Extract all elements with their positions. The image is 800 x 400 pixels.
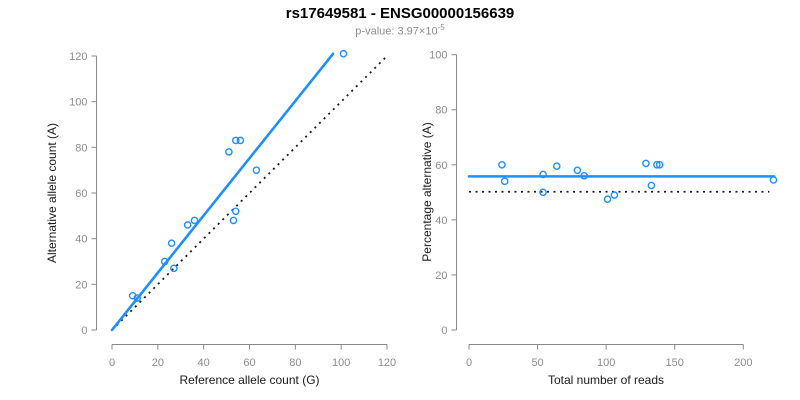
x-tick-label: 20 xyxy=(152,357,164,369)
data-point xyxy=(500,177,509,186)
data-point xyxy=(236,136,245,145)
y-tick-label: 80 xyxy=(75,142,87,154)
y-tick-label: 20 xyxy=(435,270,447,282)
y-tick-label: 0 xyxy=(441,325,447,337)
y-axis-title: Alternative allele count (A) xyxy=(45,123,59,263)
data-point xyxy=(231,207,240,216)
data-point xyxy=(160,257,169,266)
y-tick-label: 60 xyxy=(435,160,447,172)
x-tick-label: 60 xyxy=(243,357,255,369)
data-point xyxy=(231,136,240,145)
p-value-exponent: -5 xyxy=(437,23,445,32)
x-tick-label: 0 xyxy=(109,357,115,369)
x-tick-label: 100 xyxy=(332,357,350,369)
plot-title: rs17649581 - ENSG00000156639 xyxy=(285,5,515,22)
p-value-subtitle: p-value: 3.97×10-5 xyxy=(0,23,800,38)
x-tick-label: 80 xyxy=(289,357,301,369)
data-point xyxy=(225,148,233,156)
identity-reference-line xyxy=(111,55,388,331)
data-point xyxy=(539,170,547,179)
data-point xyxy=(252,166,261,174)
data-point xyxy=(552,162,561,170)
data-point xyxy=(580,172,589,180)
data-point xyxy=(190,216,199,225)
x-tick-label: 50 xyxy=(531,357,543,369)
data-point xyxy=(539,188,547,197)
x-axis-title: Total number of reads xyxy=(548,373,664,387)
y-tick-label: 100 xyxy=(69,97,87,109)
y-tick-label: 60 xyxy=(75,188,87,200)
y-tick-label: 0 xyxy=(81,325,87,337)
x-tick-label: 120 xyxy=(378,357,396,369)
x-tick-label: 200 xyxy=(734,357,752,369)
x-tick-label: 100 xyxy=(597,357,615,369)
data-point xyxy=(229,216,238,225)
x-tick-label: 0 xyxy=(466,357,472,369)
y-tick-label: 80 xyxy=(435,105,447,117)
x-tick-label: 40 xyxy=(198,357,210,369)
data-point xyxy=(183,221,192,229)
y-axis-title: Percentage alternative (A) xyxy=(420,122,434,261)
data-point xyxy=(769,176,778,184)
y-tick-label: 100 xyxy=(429,50,447,62)
data-point xyxy=(339,49,348,58)
data-point xyxy=(133,294,142,302)
y-tick-label: 40 xyxy=(75,234,87,246)
y-tick-label: 20 xyxy=(75,279,87,291)
y-tick-label: 40 xyxy=(435,215,447,227)
data-point xyxy=(170,264,178,273)
data-point xyxy=(573,166,582,175)
x-tick-label: 150 xyxy=(666,357,684,369)
data-point xyxy=(653,161,661,169)
regression-line xyxy=(110,52,335,332)
y-tick-label: 120 xyxy=(69,51,87,63)
data-point xyxy=(655,161,664,169)
p-value-text: p-value: 3.97×10 xyxy=(355,25,438,38)
data-point xyxy=(647,181,656,190)
data-point xyxy=(498,161,506,169)
data-point xyxy=(167,239,176,248)
x-axis-title: Reference allele count (G) xyxy=(179,373,319,387)
data-point xyxy=(610,191,619,199)
data-point xyxy=(603,195,612,204)
data-point xyxy=(642,159,650,168)
